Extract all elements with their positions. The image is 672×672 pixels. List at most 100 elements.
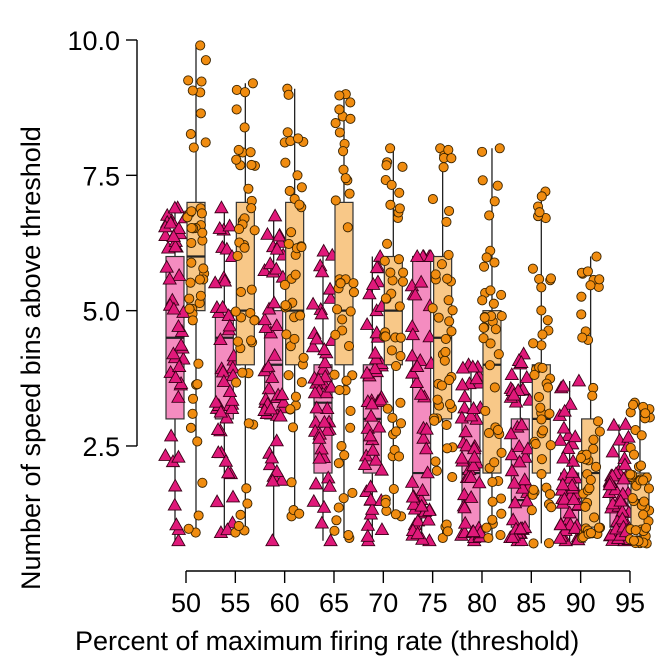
data-point <box>363 479 378 493</box>
data-point <box>492 424 504 436</box>
data-point <box>167 497 183 511</box>
data-point <box>536 340 547 351</box>
data-point <box>443 295 454 306</box>
data-point <box>167 200 183 214</box>
points <box>477 143 507 544</box>
data-point <box>222 384 238 398</box>
data-point <box>348 278 359 289</box>
data-point <box>415 482 430 496</box>
data-point <box>192 379 203 390</box>
data-point <box>345 422 356 433</box>
data-point <box>269 433 285 447</box>
data-point <box>478 333 489 344</box>
data-point <box>585 474 596 485</box>
data-point <box>365 276 381 290</box>
data-point <box>536 454 547 465</box>
data-point <box>555 477 571 491</box>
data-point <box>246 203 257 214</box>
data-point <box>485 338 496 349</box>
data-point <box>357 457 373 471</box>
box-75 <box>427 143 458 544</box>
data-point <box>163 428 179 442</box>
data-point <box>294 508 305 519</box>
data-point <box>535 402 546 413</box>
data-point <box>495 493 507 504</box>
data-point <box>309 400 324 414</box>
data-point <box>385 267 396 278</box>
data-point <box>283 238 294 249</box>
data-point <box>487 496 498 507</box>
data-point <box>457 400 472 414</box>
data-point <box>258 319 274 333</box>
data-point <box>286 477 297 488</box>
data-point <box>484 210 495 221</box>
data-point <box>322 478 337 492</box>
data-point <box>466 524 481 537</box>
data-point <box>314 306 330 320</box>
data-point <box>388 484 399 495</box>
data-point <box>404 348 420 362</box>
data-point <box>243 418 254 429</box>
data-point <box>438 162 449 173</box>
data-point <box>338 493 349 504</box>
data-point <box>506 387 522 401</box>
data-point <box>265 473 280 487</box>
data-point <box>343 529 354 541</box>
data-point <box>276 394 291 408</box>
data-point <box>580 501 591 512</box>
data-point <box>481 522 492 533</box>
data-point <box>564 478 580 491</box>
data-point <box>405 327 421 341</box>
data-point <box>427 303 438 314</box>
data-point <box>334 127 345 138</box>
points <box>257 208 291 547</box>
data-point <box>406 496 422 510</box>
box-70 <box>357 249 390 547</box>
data-point <box>443 249 454 261</box>
box-65 <box>329 89 359 544</box>
data-point <box>264 369 280 383</box>
data-point <box>369 259 385 273</box>
data-point <box>555 378 571 392</box>
box-80 <box>454 357 488 547</box>
data-point <box>308 476 324 490</box>
data-point <box>183 75 194 86</box>
data-point <box>171 267 187 281</box>
data-point <box>333 502 344 513</box>
data-point <box>432 394 443 405</box>
data-point <box>536 469 547 480</box>
data-point <box>588 434 599 445</box>
data-point <box>200 55 211 66</box>
data-point <box>542 382 554 393</box>
data-point <box>479 312 490 323</box>
data-point <box>195 290 206 301</box>
data-point <box>359 317 375 330</box>
points <box>526 186 557 549</box>
data-point <box>265 533 280 547</box>
y-tick-label: 5.0 <box>82 297 120 327</box>
data-point <box>385 143 396 154</box>
data-point <box>394 187 405 198</box>
data-point <box>213 332 228 346</box>
data-point <box>311 430 327 444</box>
data-point <box>520 441 536 455</box>
data-point <box>339 450 350 461</box>
data-point <box>285 404 296 415</box>
data-point <box>371 419 387 433</box>
data-point <box>171 389 186 403</box>
data-point <box>312 450 327 464</box>
data-point <box>496 311 507 322</box>
data-point <box>280 157 291 168</box>
data-point <box>430 456 441 467</box>
x-tick-label: 90 <box>566 588 596 618</box>
data-point <box>437 532 448 544</box>
data-point <box>546 502 557 513</box>
data-point <box>577 332 588 343</box>
data-point <box>211 445 226 459</box>
data-point <box>395 332 406 343</box>
data-point <box>585 527 597 539</box>
data-point <box>413 386 429 400</box>
data-point <box>207 275 223 289</box>
data-point <box>188 142 199 153</box>
